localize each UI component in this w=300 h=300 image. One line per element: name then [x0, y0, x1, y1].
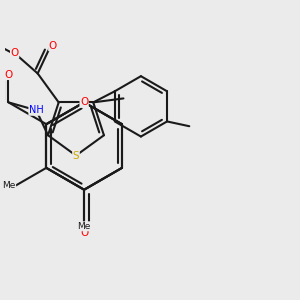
Text: Me: Me	[2, 181, 16, 190]
Text: O: O	[80, 97, 88, 107]
Text: O: O	[49, 41, 57, 51]
Text: S: S	[73, 151, 79, 160]
Text: Me: Me	[77, 222, 91, 231]
Text: NH: NH	[29, 105, 44, 115]
Text: O: O	[80, 228, 88, 239]
Text: O: O	[4, 70, 13, 80]
Text: O: O	[11, 48, 19, 58]
